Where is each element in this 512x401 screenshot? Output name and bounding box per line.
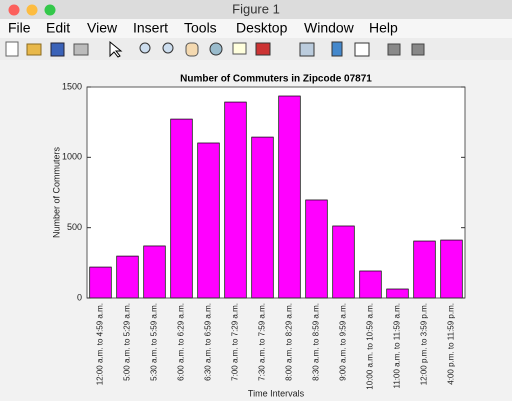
- y-tick-label: 1500: [62, 81, 82, 91]
- x-tick-label: 6:00 a.m. to 6:29 a.m.: [177, 303, 186, 381]
- bar: [305, 199, 328, 299]
- plot: 0 500 1000 1500 12:00 a.m. to 4:59 a.m. 5:00 …: [51, 74, 466, 398]
- print-icon[interactable]: [73, 43, 89, 56]
- x-tick-label: 9:00 a.m. to 9:59 a.m.: [339, 303, 348, 381]
- show-plot-tools-icon[interactable]: [411, 43, 425, 56]
- bar: [278, 95, 301, 299]
- open-icon[interactable]: [26, 43, 42, 56]
- x-tick-label: 8:00 a.m. to 8:29 a.m.: [285, 303, 294, 381]
- menu-item[interactable]: View: [87, 20, 118, 36]
- pan-icon[interactable]: [185, 42, 199, 57]
- zoom-out-icon[interactable]: [162, 42, 174, 54]
- bar: [116, 255, 139, 299]
- hide-plot-tools-icon[interactable]: [387, 43, 401, 56]
- bar: [89, 266, 112, 299]
- menu-item[interactable]: Desktop: [236, 20, 288, 36]
- colorbar-icon[interactable]: [331, 41, 343, 57]
- bar: [359, 270, 382, 299]
- x-tick-label: 12:00 p.m. to 3:59 p.m.: [420, 303, 429, 385]
- datatip-icon[interactable]: [232, 42, 247, 55]
- y-axis-label: Number of Commuters: [51, 146, 61, 238]
- brush-icon[interactable]: [255, 42, 271, 56]
- menu-item[interactable]: Window: [304, 20, 355, 36]
- menu-item[interactable]: Insert: [133, 20, 168, 36]
- menu-item[interactable]: Help: [369, 20, 398, 36]
- save-icon[interactable]: [50, 42, 65, 57]
- bar: [170, 118, 193, 299]
- x-tick-label: 10:00 a.m. to 10:59 a.m.: [366, 303, 375, 390]
- bar: [197, 142, 220, 299]
- y-tick-label: 1000: [62, 152, 82, 162]
- x-axis-label: Time Intervals: [248, 388, 305, 398]
- rotate-icon[interactable]: [209, 42, 223, 56]
- x-tick-label: 4:00 p.m. to 11:59 p.m.: [447, 303, 456, 385]
- axes-box: [86, 86, 466, 299]
- bar: [224, 101, 247, 299]
- y-tick-label: 500: [67, 222, 82, 232]
- zoom-in-icon[interactable]: [139, 42, 151, 54]
- x-tick-label: 5:00 a.m. to 5:29 a.m.: [123, 303, 132, 381]
- menu-item[interactable]: Edit: [46, 20, 70, 36]
- link-icon[interactable]: [299, 42, 315, 57]
- x-tick-label: 5:30 a.m. to 5:59 a.m.: [150, 303, 159, 381]
- title-bar: [0, 0, 512, 19]
- close-button[interactable]: [8, 4, 20, 16]
- bar: [386, 288, 409, 299]
- chart-title: Number of Commuters in Zipcode 07871: [180, 74, 372, 85]
- bar: [143, 245, 166, 299]
- x-tick-label: 12:00 a.m. to 4:59 a.m.: [96, 303, 105, 385]
- x-tick-label: 8:30 a.m. to 8:59 a.m.: [312, 303, 321, 381]
- window-title: Figure 1: [232, 1, 280, 16]
- minimize-button[interactable]: [26, 4, 38, 16]
- x-tick-label: 6:30 a.m. to 6:59 a.m.: [204, 303, 213, 381]
- y-tick-label: 0: [77, 292, 82, 302]
- x-tick-label: 11:00 a.m. to 11:59 a.m.: [393, 303, 402, 389]
- zoom-button[interactable]: [44, 4, 56, 16]
- toolbar-icons: [5, 40, 425, 58]
- x-tick-label: 7:00 a.m. to 7:29 a.m.: [231, 303, 240, 381]
- pointer-icon[interactable]: [109, 40, 123, 58]
- bar: [251, 136, 274, 299]
- x-tick-label: 7:30 a.m. to 7:59 a.m.: [258, 303, 267, 381]
- bar: [413, 240, 436, 299]
- menu: File Edit View Insert Tools Desktop Window Help: [8, 20, 398, 36]
- legend-icon[interactable]: [354, 42, 370, 57]
- menu-bar: [0, 19, 512, 38]
- bar: [440, 239, 463, 299]
- new-icon[interactable]: [5, 41, 19, 57]
- menu-item[interactable]: File: [8, 20, 31, 36]
- menu-item[interactable]: Tools: [184, 20, 217, 36]
- bar: [332, 225, 355, 299]
